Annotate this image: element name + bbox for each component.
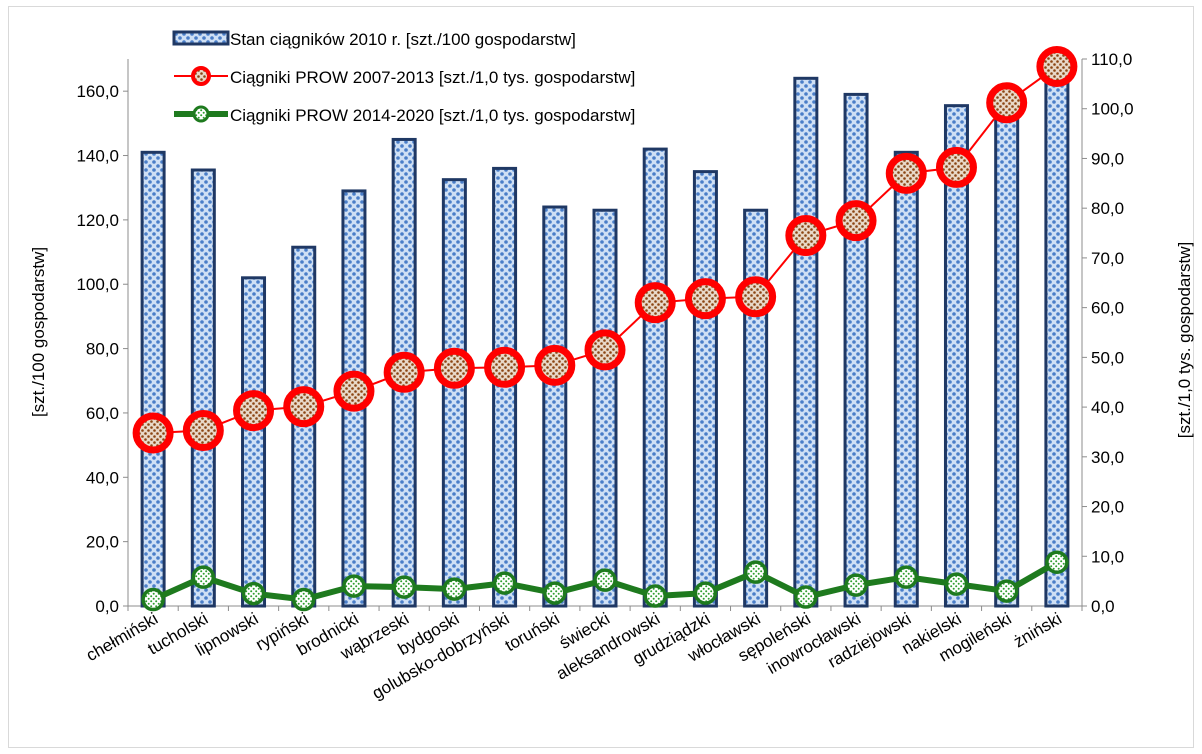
point-prow-2014-2020 — [492, 571, 517, 595]
bar — [692, 170, 718, 608]
y-axis-label-right: [szt./1,0 tys. gospodarstw] — [1175, 242, 1194, 439]
point-prow-2014-2020 — [844, 573, 868, 597]
point-prow-2014-2020 — [241, 581, 266, 606]
point-prow-2007-2013 — [584, 329, 626, 371]
y-tick-label-left: 120,0 — [76, 211, 119, 230]
point-prow-2007-2013 — [935, 146, 977, 188]
point-prow-2007-2013 — [885, 152, 927, 194]
y-tick-label-right: 10,0 — [1091, 547, 1124, 566]
point-prow-2007-2013 — [684, 278, 726, 320]
point-prow-2014-2020 — [1045, 550, 1069, 574]
bar — [441, 178, 467, 608]
y-tick-label-left: 40,0 — [86, 468, 119, 487]
point-prow-2007-2013 — [634, 282, 676, 324]
point-prow-2007-2013 — [182, 409, 224, 451]
y-tick-label-right: 100,0 — [1091, 100, 1134, 119]
legend-swatch-marker-green — [192, 105, 210, 123]
y-tick-label-right: 50,0 — [1091, 348, 1124, 367]
y-tick-label-right: 30,0 — [1091, 448, 1124, 467]
bar — [241, 276, 267, 608]
point-prow-2014-2020 — [643, 584, 667, 608]
point-prow-2007-2013 — [283, 386, 325, 428]
bar — [140, 150, 166, 608]
point-prow-2014-2020 — [593, 568, 617, 592]
y-tick-label-right: 80,0 — [1091, 199, 1124, 218]
point-prow-2014-2020 — [794, 585, 818, 609]
x-tick-label: żniński — [1010, 609, 1065, 651]
point-prow-2007-2013 — [132, 412, 174, 454]
point-prow-2007-2013 — [433, 347, 475, 389]
point-prow-2007-2013 — [333, 370, 375, 412]
bar — [943, 104, 969, 608]
point-prow-2007-2013 — [1036, 45, 1078, 87]
legend-label-red: Ciągniki PROW 2007-2013 [szt./1,0 tys. g… — [230, 68, 635, 87]
y-axis-label-left: [szt./100 gospodarstw] — [29, 247, 48, 417]
bar — [542, 205, 568, 608]
point-prow-2014-2020 — [442, 577, 467, 601]
point-prow-2014-2020 — [894, 565, 919, 589]
point-prow-2014-2020 — [342, 574, 366, 598]
x-tick-label: chełmiński — [83, 609, 161, 665]
chart-frame — [8, 6, 1194, 748]
point-prow-2007-2013 — [383, 351, 425, 393]
legend-swatch-bars — [172, 30, 230, 46]
point-prow-2014-2020 — [693, 581, 718, 605]
bar — [893, 150, 919, 608]
bar — [793, 76, 819, 608]
y-tick-label-right: 70,0 — [1091, 249, 1124, 268]
y-tick-label-right: 20,0 — [1091, 498, 1124, 517]
y-tick-label-left: 0,0 — [95, 597, 119, 616]
point-prow-2014-2020 — [543, 581, 567, 605]
point-prow-2014-2020 — [743, 560, 768, 584]
bar — [642, 147, 668, 608]
y-tick-label-left: 100,0 — [76, 275, 119, 294]
legend-label-bars: Stan ciągników 2010 r. [szt./100 gospoda… — [230, 30, 576, 49]
bar — [994, 105, 1020, 608]
bar — [190, 168, 216, 608]
legend-swatch-marker-red — [191, 66, 211, 86]
bar — [843, 92, 869, 608]
lines-layer — [132, 45, 1078, 612]
point-prow-2007-2013 — [835, 200, 877, 242]
y-tick-label-right: 0,0 — [1091, 597, 1115, 616]
point-prow-2007-2013 — [986, 82, 1028, 124]
y-tick-label-left: 80,0 — [86, 340, 119, 359]
y-tick-label-left: 60,0 — [86, 404, 119, 423]
point-prow-2007-2013 — [233, 390, 275, 432]
point-prow-2014-2020 — [392, 575, 416, 599]
y-tick-label-left: 140,0 — [76, 147, 119, 166]
bar — [592, 208, 618, 608]
point-prow-2007-2013 — [735, 276, 777, 318]
bar — [743, 208, 769, 608]
bar — [1044, 67, 1070, 608]
point-prow-2007-2013 — [534, 344, 576, 386]
x-tick-label: toruński — [502, 609, 563, 655]
y-tick-label-right: 90,0 — [1091, 149, 1124, 168]
y-tick-label-left: 160,0 — [76, 82, 119, 101]
point-prow-2014-2020 — [141, 587, 165, 612]
point-prow-2007-2013 — [484, 346, 526, 388]
point-prow-2014-2020 — [944, 572, 969, 596]
point-prow-2014-2020 — [994, 579, 1019, 603]
point-prow-2014-2020 — [191, 565, 216, 589]
legend-label-green: Ciągniki PROW 2014-2020 [szt./1,0 tys. g… — [230, 106, 635, 125]
point-prow-2007-2013 — [785, 215, 827, 257]
y-tick-label-left: 20,0 — [86, 533, 119, 552]
y-tick-label-right: 60,0 — [1091, 299, 1124, 318]
legend: Stan ciągników 2010 r. [szt./100 gospoda… — [172, 30, 635, 125]
y-tick-label-right: 40,0 — [1091, 398, 1124, 417]
y-tick-label-right: 110,0 — [1091, 50, 1132, 69]
point-prow-2014-2020 — [291, 587, 316, 612]
